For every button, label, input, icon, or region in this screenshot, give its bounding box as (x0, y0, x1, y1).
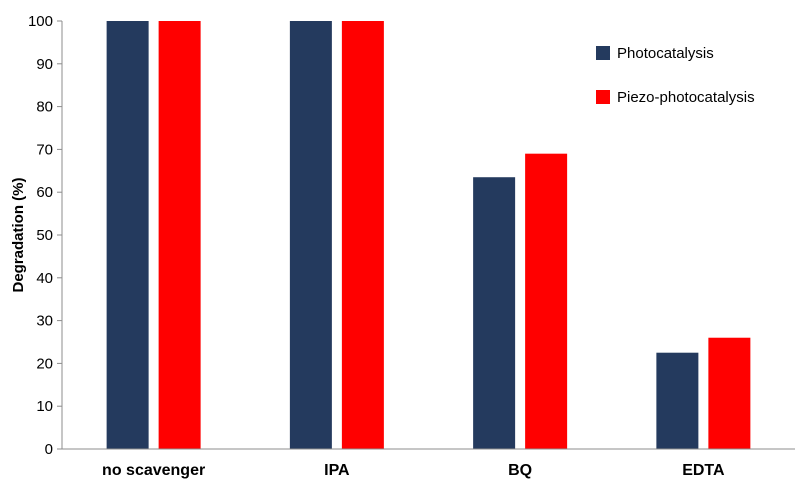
y-tick-label: 60 (36, 184, 53, 201)
bar-piezo-photocatalysis-edta (708, 337, 751, 449)
x-tick-label-no-scavenger: no scavenger (102, 462, 205, 479)
legend-label-photocatalysis: Photocatalysis (617, 45, 714, 62)
y-tick-label: 80 (36, 99, 53, 116)
bars (106, 21, 751, 449)
y-tick-label: 100 (28, 13, 53, 30)
y-tick-label: 90 (36, 56, 53, 73)
x-axis-labels: no scavenger IPA BQ EDTA (102, 462, 725, 479)
y-tick-label: 10 (36, 398, 53, 415)
y-axis-ticks: 0 10 20 30 40 50 60 70 80 90 100 (28, 13, 62, 458)
legend-label-piezo-photocatalysis: Piezo-photocatalysis (617, 89, 755, 106)
legend-swatch-piezo-photocatalysis (596, 90, 610, 104)
bar-piezo-photocatalysis-no-scavenger (158, 21, 201, 449)
x-tick-label-edta: EDTA (682, 462, 725, 479)
bar-photocatalysis-ipa (289, 21, 332, 449)
legend: Photocatalysis Piezo-photocatalysis (596, 45, 755, 106)
bar-photocatalysis-no-scavenger (106, 21, 149, 449)
bar-photocatalysis-bq (473, 177, 516, 449)
x-tick-label-bq: BQ (508, 462, 532, 479)
y-tick-label: 30 (36, 313, 53, 330)
y-tick-label: 0 (45, 441, 53, 458)
x-tick-label-ipa: IPA (324, 462, 350, 479)
bar-piezo-photocatalysis-bq (525, 153, 568, 449)
y-tick-label: 40 (36, 270, 53, 287)
y-tick-label: 50 (36, 227, 53, 244)
y-tick-label: 70 (36, 141, 53, 158)
y-tick-label: 20 (36, 355, 53, 372)
bar-piezo-photocatalysis-ipa (341, 21, 384, 449)
legend-swatch-photocatalysis (596, 46, 610, 60)
y-axis-title: Degradation (%) (10, 177, 27, 292)
bar-photocatalysis-edta (656, 352, 699, 449)
